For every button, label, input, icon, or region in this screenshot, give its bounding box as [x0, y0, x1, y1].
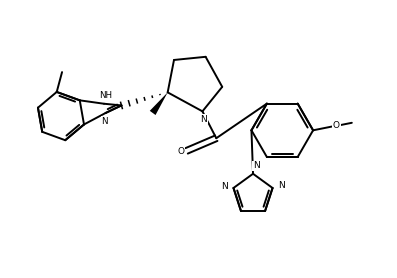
- Text: O: O: [333, 121, 340, 130]
- Text: NH: NH: [99, 91, 113, 100]
- Text: N: N: [253, 161, 260, 170]
- Polygon shape: [150, 92, 168, 115]
- Text: O: O: [177, 147, 185, 156]
- Text: N: N: [102, 117, 108, 126]
- Text: N: N: [222, 182, 228, 191]
- Text: N: N: [200, 115, 207, 124]
- Text: N: N: [278, 182, 285, 190]
